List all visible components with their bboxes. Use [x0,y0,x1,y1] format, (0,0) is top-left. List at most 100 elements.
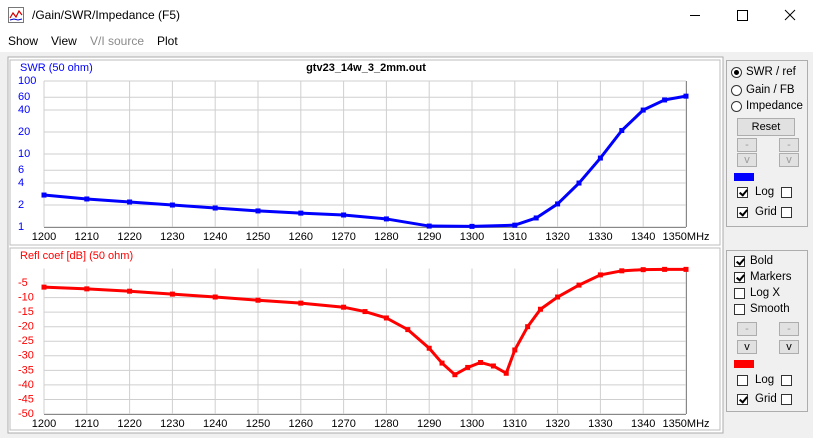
scale-button[interactable]: v [779,340,799,354]
x-tick-label: 1260 [289,418,313,430]
y-tick-label: -15 [18,306,34,318]
data-marker [512,347,518,353]
x-tick-label: 1310 [503,231,527,243]
checkbox[interactable] [781,394,792,405]
data-marker [469,223,475,229]
checkbox[interactable] [737,207,748,218]
data-marker [503,370,509,376]
data-marker [212,205,218,211]
window-controls[interactable] [670,0,813,30]
plots: 1200 1210 1220 1230 1240 1250 1260 1270 1280 1290… [7,56,724,434]
data-marker [662,97,668,103]
radio-label[interactable]: Impedance [746,100,803,112]
scale-button: - [779,322,799,336]
checkbox[interactable] [734,304,745,315]
checkbox[interactable] [781,207,792,218]
data-marker [452,372,458,378]
checkbox-label[interactable]: Log X [750,287,781,299]
x-tick-label: 1300 [460,418,484,430]
menu-item[interactable]: View [51,34,77,48]
checkbox[interactable] [737,375,748,386]
data-marker [465,364,471,370]
data-marker [597,272,603,278]
radio-label[interactable]: Gain / FB [746,84,795,96]
y-tick-label: -40 [18,379,34,391]
data-marker [41,284,47,290]
x-tick-label: 1320 [545,231,569,243]
x-tick-label: 1220 [117,418,141,430]
x-tick-label: 1340 [631,231,655,243]
series-line [43,94,687,228]
x-tick-label: 1350MHz [662,231,709,243]
checkbox-label[interactable]: Bold [750,255,774,267]
data-marker [169,202,175,208]
x-tick-label: 1330 [588,418,612,430]
data-marker [362,309,368,315]
menu-item[interactable]: Plot [157,34,178,48]
data-marker [662,266,668,272]
color-swatch[interactable] [734,360,754,368]
checkbox-label[interactable]: Markers [750,271,792,283]
data-marker [41,192,47,198]
x-tick-label: 1340 [631,418,655,430]
scale-button[interactable]: v [737,340,757,354]
checkbox[interactable] [737,394,748,405]
checkbox-label[interactable]: Grid [755,206,777,218]
x-tick-label: 1230 [160,231,184,243]
x-tick-label: 1310 [503,418,527,430]
scale-button: - [737,322,757,336]
checkbox[interactable] [781,187,792,198]
data-marker [576,282,582,288]
checkbox[interactable] [734,256,745,267]
menu-item[interactable]: Show [8,34,39,48]
checkbox[interactable] [737,187,748,198]
y-tick-label: 60 [18,91,30,103]
color-swatch[interactable] [734,173,754,181]
chart-frame [9,59,721,246]
y-tick-label: 10 [18,148,30,160]
x-tick-label: 1240 [203,231,227,243]
data-marker [537,306,543,312]
checkbox-label[interactable]: Log [755,374,775,386]
scale-button: v [737,153,757,167]
data-marker [298,210,304,216]
y-tick-label: -10 [18,292,34,304]
x-tick-label: 1290 [417,418,441,430]
data-marker [383,216,389,222]
data-marker [426,223,432,229]
data-marker [341,304,347,310]
y-tick-label: 6 [18,164,24,176]
checkbox-label[interactable]: Log [755,186,775,198]
y-tick-label: -30 [18,350,34,362]
data-marker [169,291,175,297]
data-marker [405,327,411,333]
menu-bar: Show View V/I source Plot [0,30,813,52]
data-marker [127,199,133,205]
x-tick-label: 1250 [246,418,270,430]
data-marker [640,267,646,273]
data-marker [84,196,90,202]
radio-label[interactable]: SWR / ref [746,66,796,78]
x-tick-label: 1350MHz [662,418,709,430]
data-marker [490,363,496,369]
data-marker [619,127,625,133]
checkbox-label[interactable]: Smooth [750,303,790,315]
data-marker [439,360,445,366]
checkbox[interactable] [734,288,745,299]
radio[interactable] [731,101,742,112]
y-tick-label: 1 [18,221,24,233]
radio[interactable] [731,85,742,96]
data-marker [640,107,646,113]
checkbox[interactable] [781,375,792,386]
x-tick-label: 1200 [32,418,56,430]
checkbox[interactable] [734,272,745,283]
y-tick-label: -5 [18,277,28,289]
y-tick-label: -20 [18,321,34,333]
reset-button[interactable]: Reset [737,118,795,136]
radio[interactable] [731,67,742,78]
x-tick-label: 1260 [289,231,313,243]
y-tick-label: -45 [18,393,34,405]
checkbox-label[interactable]: Grid [755,393,777,405]
data-marker [127,288,133,294]
